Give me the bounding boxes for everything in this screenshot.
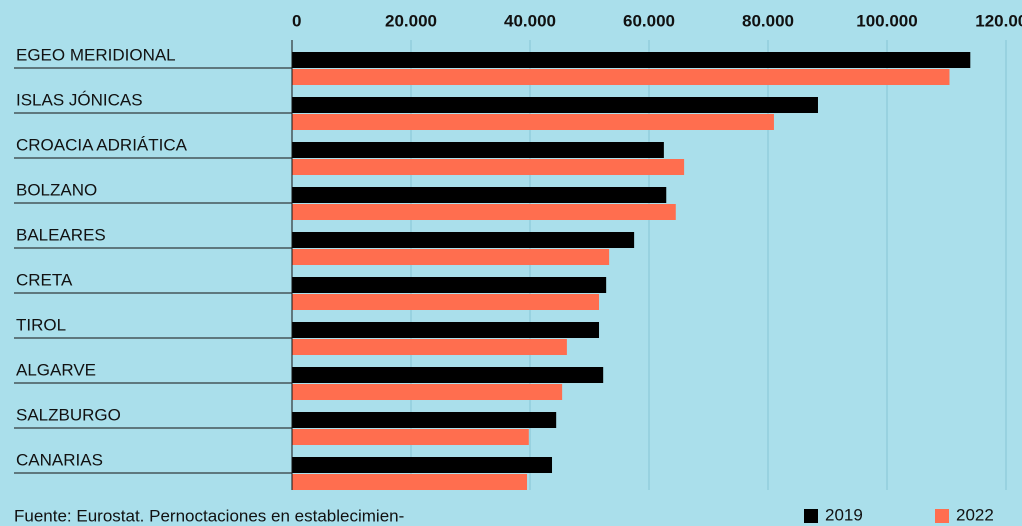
bar bbox=[292, 294, 600, 310]
category-label: ALGARVE bbox=[16, 360, 96, 379]
bar bbox=[292, 97, 818, 113]
bar bbox=[292, 52, 971, 68]
x-tick-label: 60.000 bbox=[623, 11, 675, 30]
bar bbox=[292, 367, 604, 383]
category-label: SALZBURGO bbox=[16, 405, 121, 424]
bar bbox=[292, 474, 528, 490]
x-tick-label: 20.000 bbox=[385, 11, 437, 30]
x-tick-label: 40.000 bbox=[504, 11, 556, 30]
bar bbox=[292, 204, 676, 220]
category-label: CROACIA ADRIÁTICA bbox=[16, 135, 188, 154]
bar bbox=[292, 187, 667, 203]
x-tick-label: 120.000 bbox=[975, 11, 1022, 30]
category-label: EGEO MERIDIONAL bbox=[16, 45, 176, 64]
bar bbox=[292, 277, 607, 293]
source-note: Fuente: Eurostat. Pernoctaciones en esta… bbox=[14, 506, 404, 525]
bar bbox=[292, 142, 664, 158]
bar bbox=[292, 412, 557, 428]
legend-swatch bbox=[935, 509, 949, 523]
bar bbox=[292, 69, 950, 85]
legend-label: 2019 bbox=[825, 505, 863, 524]
category-label: CRETA bbox=[16, 270, 73, 289]
x-tick-label: 0 bbox=[292, 11, 301, 30]
bar bbox=[292, 232, 635, 248]
x-tick-label: 80.000 bbox=[742, 11, 794, 30]
bar bbox=[292, 457, 553, 473]
bar bbox=[292, 114, 774, 130]
bar bbox=[292, 322, 600, 338]
legend-swatch bbox=[804, 509, 818, 523]
legend-label: 2022 bbox=[956, 505, 994, 524]
category-label: ISLAS JÓNICAS bbox=[16, 90, 143, 109]
bar bbox=[292, 249, 610, 265]
bar bbox=[292, 159, 685, 175]
bar bbox=[292, 384, 563, 400]
category-label: BALEARES bbox=[16, 225, 106, 244]
category-label: TIROL bbox=[16, 315, 66, 334]
category-label: BOLZANO bbox=[16, 180, 97, 199]
bar bbox=[292, 339, 567, 355]
x-tick-label: 100.000 bbox=[856, 11, 917, 30]
bar bbox=[292, 429, 529, 445]
category-label: CANARIAS bbox=[16, 450, 103, 469]
